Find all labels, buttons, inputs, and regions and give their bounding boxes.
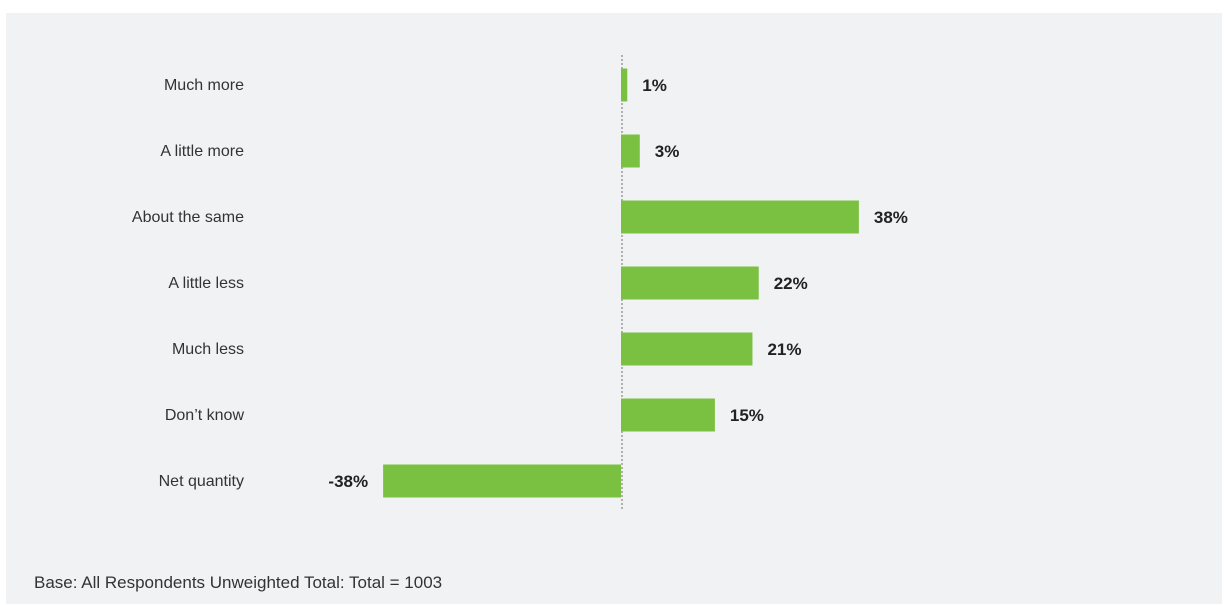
category-label: A little less — [168, 275, 244, 292]
category-label: Net quantity — [159, 473, 244, 490]
bar — [621, 134, 640, 168]
base-note: Base: All Respondents Unweighted Total: … — [34, 573, 443, 592]
category-label: About the same — [132, 209, 244, 226]
bar — [621, 398, 715, 432]
value-label: 22% — [774, 274, 808, 293]
category-label: A little more — [160, 143, 244, 160]
category-label: Don’t know — [165, 407, 245, 424]
value-label: 15% — [730, 406, 764, 425]
chart-panel — [6, 13, 1222, 604]
bar — [621, 332, 753, 366]
value-label: 21% — [767, 340, 801, 359]
value-label: 1% — [642, 76, 667, 95]
bar — [383, 464, 621, 498]
value-label: 3% — [655, 142, 680, 161]
category-label: Much less — [172, 341, 244, 358]
value-label: -38% — [328, 472, 368, 491]
bar — [621, 68, 628, 102]
category-label: Much more — [164, 77, 244, 94]
value-label: 38% — [874, 208, 908, 227]
bar — [621, 200, 859, 234]
bar — [621, 266, 759, 300]
